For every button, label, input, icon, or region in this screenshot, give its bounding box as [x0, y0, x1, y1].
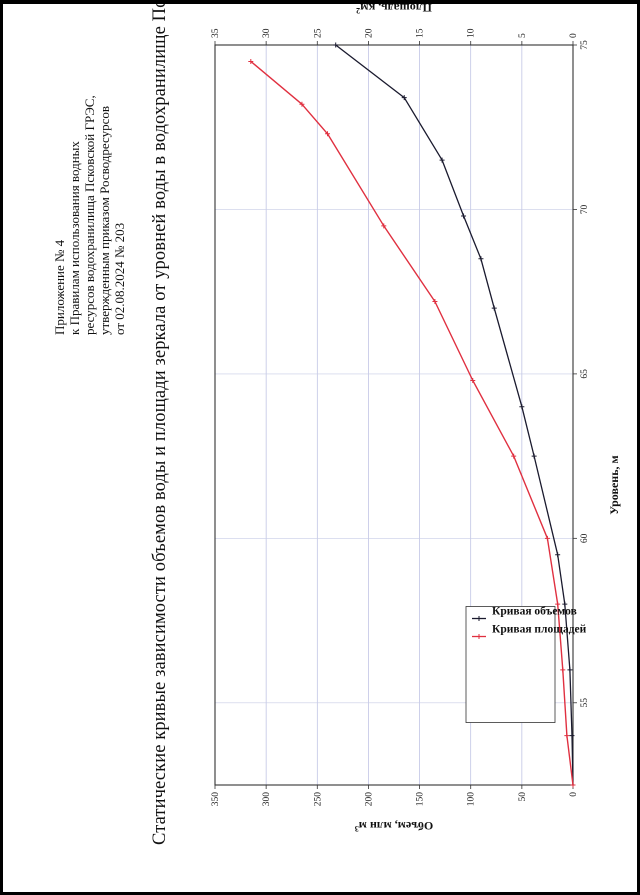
volume-tick-label: 200	[364, 792, 374, 807]
plot-frame	[214, 44, 574, 786]
volume-tick-label: 50	[518, 792, 528, 802]
area-tick-label: 0	[569, 33, 579, 38]
volume-point	[519, 404, 525, 410]
area-axis-title: Площадь, км2	[356, 1, 432, 16]
volume-tick-label: 350	[211, 792, 221, 807]
volume-point	[567, 667, 573, 673]
level-tick-label: 55	[580, 698, 590, 708]
plot-area	[215, 45, 573, 785]
volume-axis-unit-sup: 3	[355, 825, 359, 834]
area-tick-label: 35	[211, 28, 221, 38]
volume-point	[555, 552, 561, 558]
volume-point	[439, 157, 445, 163]
volume-point	[333, 42, 339, 48]
legend-label: Кривая объемов	[492, 606, 577, 618]
volume-point	[562, 601, 568, 607]
volume-tick-label: 300	[262, 792, 272, 807]
area-tick-label: 10	[467, 28, 477, 38]
area-axis-unit-sup: 2	[356, 7, 360, 16]
area-point	[248, 58, 254, 64]
area-point	[470, 377, 476, 383]
area-point	[544, 535, 550, 541]
level-tick-label: 75	[580, 40, 590, 50]
area-point	[299, 101, 305, 107]
area-point	[511, 453, 517, 459]
area-tick-label: 30	[262, 28, 272, 38]
area-tick-label: 15	[416, 28, 426, 38]
volume-tick-label: 150	[416, 792, 426, 807]
level-tick-label: 70	[580, 204, 590, 214]
level-tick-label: 65	[580, 369, 590, 379]
volume-tick-label: 100	[467, 792, 477, 807]
volume-point	[401, 95, 407, 101]
area-point	[325, 131, 331, 137]
area-point	[555, 601, 561, 607]
area-curve	[250, 60, 574, 786]
area-point	[570, 782, 576, 788]
area-point	[432, 299, 438, 305]
level-tick-label: 60	[580, 533, 590, 543]
volume-point	[531, 453, 537, 459]
legend-box	[465, 606, 556, 723]
volume-axis-title: Объем, млн м3	[355, 819, 434, 834]
volume-tick-label: 0	[569, 792, 579, 797]
level-axis-title: Уровень, м	[607, 455, 621, 514]
area-point	[560, 667, 566, 673]
area-tick-label: 5	[518, 33, 528, 38]
volume-tick-label: 250	[313, 792, 323, 807]
area-point	[564, 733, 570, 739]
area-tick-label: 25	[313, 28, 323, 38]
volume-point	[478, 256, 484, 262]
area-tick-label: 20	[364, 28, 374, 38]
legend-label: Кривая площадей	[492, 624, 587, 636]
volume-point	[569, 733, 575, 739]
area-point	[381, 223, 387, 229]
volume-point	[461, 213, 467, 219]
volume-point	[491, 305, 497, 311]
